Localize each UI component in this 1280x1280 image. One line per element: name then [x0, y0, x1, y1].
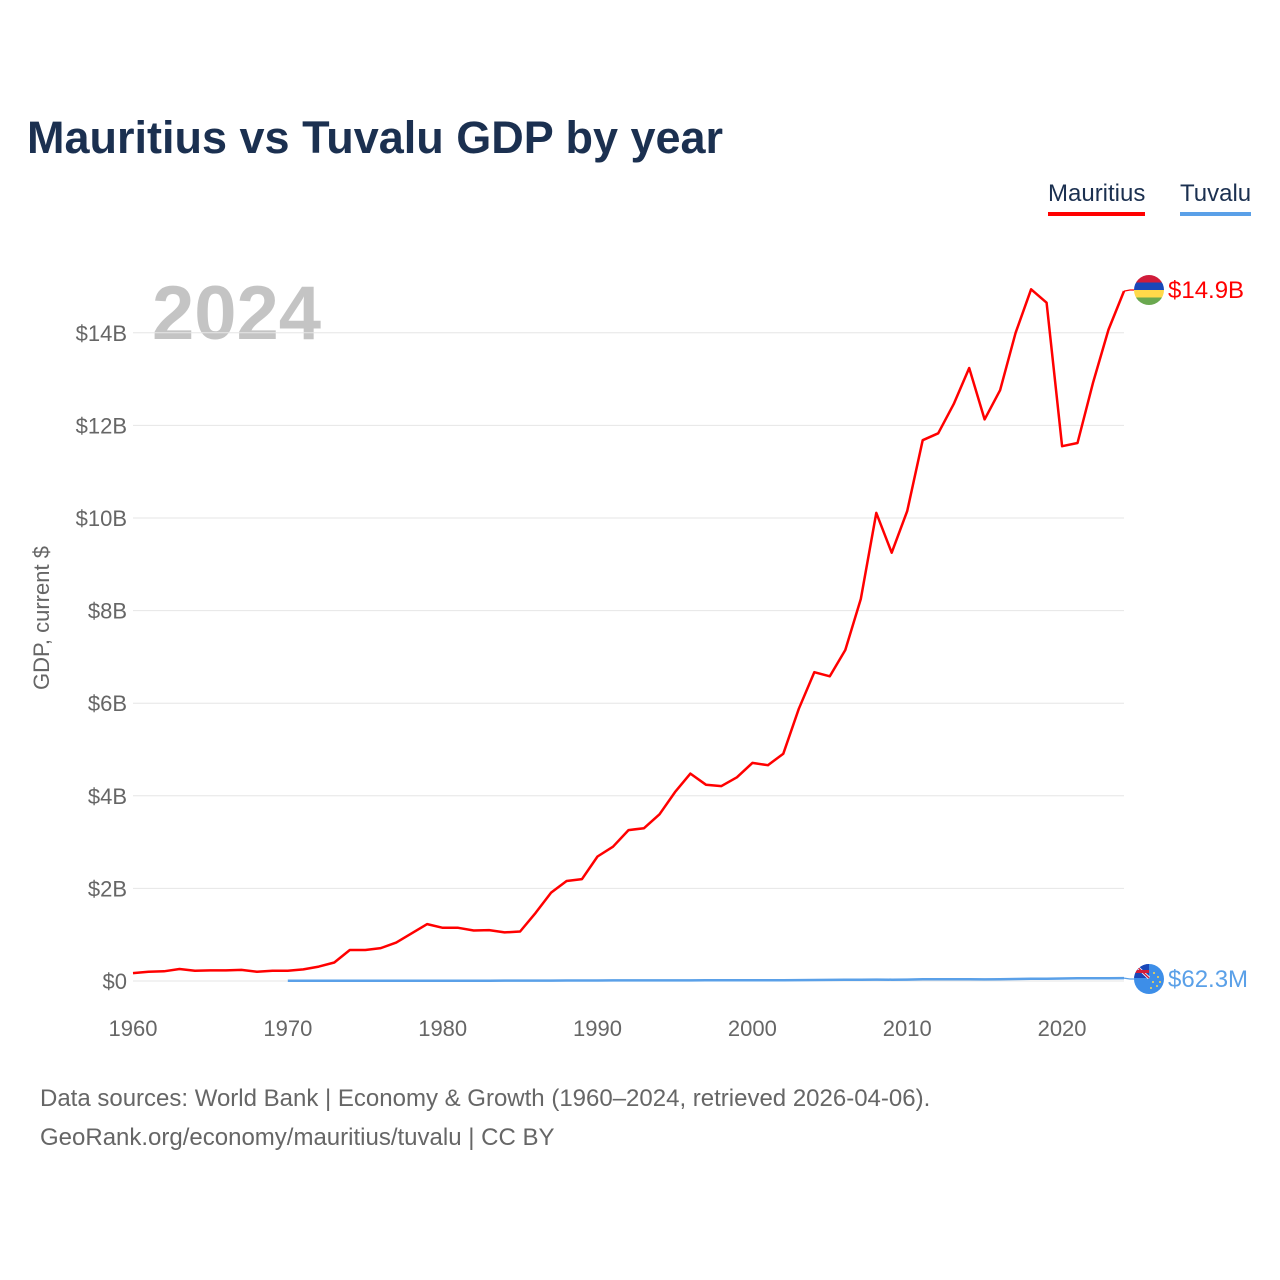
tuvalu-flag-icon — [1134, 964, 1164, 994]
y-tick-label: $10B — [76, 506, 127, 531]
end-value-label-tuvalu: $62.3M — [1168, 966, 1248, 993]
end-value-label-mauritius: $14.9B — [1168, 277, 1244, 304]
y-tick-label: $6B — [88, 691, 127, 716]
y-tick-label: $14B — [76, 321, 127, 346]
label-connector — [1123, 289, 1134, 292]
x-tick-label: 2020 — [1038, 1016, 1087, 1041]
y-tick-label: $8B — [88, 599, 127, 624]
chart-title: Mauritius vs Tuvalu GDP by year — [27, 112, 724, 163]
y-tick-label: $0 — [103, 969, 127, 994]
current-year-label: 2024 — [152, 271, 322, 356]
x-tick-label: 1970 — [263, 1016, 312, 1041]
attribution-link[interactable]: GeoRank.org/economy/mauritius/tuvalu | C… — [40, 1124, 555, 1151]
x-tick-label: 1960 — [109, 1016, 158, 1041]
label-connector — [1123, 977, 1134, 980]
x-tick-label: 2010 — [883, 1016, 932, 1041]
y-tick-label: $4B — [88, 784, 127, 809]
legend-mauritius[interactable]: Mauritius — [1048, 180, 1146, 216]
y-tick-label: $12B — [76, 413, 127, 438]
series-line-tuvalu — [287, 976, 1125, 983]
x-tick-label: 1990 — [573, 1016, 622, 1041]
data-source-text: Data sources: World Bank | Economy & Gro… — [40, 1085, 931, 1112]
y-tick-label: $2B — [88, 876, 127, 901]
legend-tuvalu[interactable]: Tuvalu — [1180, 180, 1252, 216]
series-line-mauritius — [132, 288, 1126, 975]
mauritius-flag-icon — [1134, 275, 1164, 305]
x-tick-label: 2000 — [728, 1016, 777, 1041]
x-tick-label: 1980 — [418, 1016, 467, 1041]
